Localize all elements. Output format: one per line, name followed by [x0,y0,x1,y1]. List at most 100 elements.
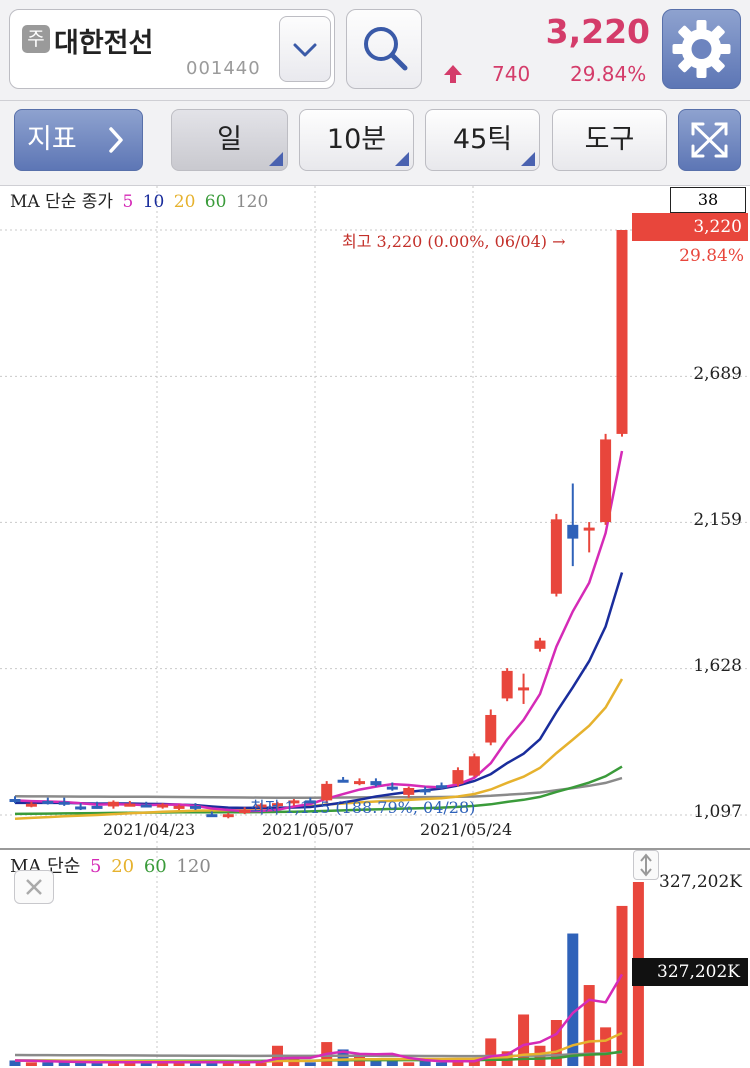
panel-resize-handle[interactable] [633,850,659,880]
indicator-label: 지표 [27,124,77,155]
candle-body [616,230,628,434]
volume-bar [140,1062,152,1066]
volume-bar [403,1062,415,1066]
ma60-legend: 60 [204,192,227,212]
candle-body [58,801,70,805]
stock-selector[interactable]: 주 대한전선 001440 [9,9,335,89]
settings-button[interactable] [662,9,741,89]
candle-body [436,785,448,789]
dropdown-corner-icon [521,152,535,166]
candle-body [452,770,464,784]
price-ma-legend[interactable]: MA 단순 종가 5 10 20 60 120 [10,187,268,212]
volume-bar [9,1060,21,1066]
candle-body [567,524,579,539]
candle-body [518,687,530,691]
low-price-annotation: 최저 1,115 (188.79%, 04/28) [250,798,476,817]
volume-bar [452,1060,464,1066]
candle-body [354,781,366,785]
candle-body [321,783,333,801]
candle-body [370,781,382,786]
volume-bar [42,1062,54,1066]
ma120-legend: 120 [235,192,269,212]
up-arrow-icon [444,65,462,83]
volume-bar [616,905,628,1066]
candle-body [124,803,136,807]
stock-name[interactable]: 대한전선 [54,28,154,59]
volume-bar [91,1062,103,1066]
candle-body [468,756,480,776]
ma5-legend: 5 [122,192,134,212]
search-button[interactable] [346,9,422,89]
volume-bar [419,1060,431,1066]
ma10-legend: 10 [142,192,165,212]
candle-body [600,439,612,523]
current-price-tag: 3,220 [632,213,748,241]
period-day-button[interactable]: 일 [171,109,288,171]
gear-icon [672,20,731,78]
period-minute-button[interactable]: 10분 [299,109,414,171]
candle-body [583,527,595,531]
volume-bar [583,985,595,1066]
stock-dropdown-button[interactable] [279,16,331,82]
volume-bar [107,1062,119,1066]
close-volume-panel-button[interactable] [14,870,54,904]
chevron-right-icon [109,127,123,153]
candle-body [140,804,152,808]
vma60-legend: 60 [143,856,167,877]
candle-body [550,519,562,594]
volume-bar [25,1062,37,1066]
candle-body [107,801,119,807]
vma5-line [14,973,624,1064]
volume-bar [173,1062,185,1066]
chart-toolbar: 지표 일 10분 45틱 도구 [0,101,750,186]
search-icon [364,27,408,71]
candle-body [206,814,218,818]
vma20-legend: 20 [111,856,135,877]
volume-max-label: 327,202K [659,872,742,892]
period-minute-label: 10분 [326,124,387,155]
candle-body [485,714,497,743]
candle-body [419,789,431,793]
candle-body [255,804,267,808]
volume-bar [370,1060,382,1066]
volume-bar [206,1062,218,1066]
candle-body [9,799,21,803]
volume-bar [550,1020,562,1066]
volume-bar [567,933,579,1066]
indicator-button[interactable]: 지표 [14,109,143,171]
y-axis-label: 1,097 [693,802,742,822]
stock-code: 001440 [186,58,261,79]
volume-bar [58,1062,70,1066]
tools-button[interactable]: 도구 [552,109,667,171]
candle-body [42,800,54,804]
fullscreen-button[interactable] [678,109,741,171]
candle-body [403,787,415,795]
volume-bar [354,1056,366,1066]
current-price: 3,220 [545,12,650,51]
x-icon [26,879,42,895]
volume-bar [157,1062,169,1066]
volume-bar [600,1027,612,1066]
current-pct-label: 29.84% [679,246,744,266]
candle-body [189,805,201,809]
volume-bar [337,1049,349,1066]
volume-bar [468,1060,480,1066]
ma120-line [14,776,623,799]
volume-bar [75,1062,87,1066]
resize-icon [640,853,652,877]
price-change: 740 [492,62,531,86]
current-volume-tag: 327,202K [632,958,748,986]
volume-bar [288,1058,300,1066]
candle-body [222,814,234,818]
candle-body [386,786,398,790]
period-tick-button[interactable]: 45틱 [425,109,540,171]
candle-body [25,803,37,807]
period-tick-label: 45틱 [452,124,513,155]
candle-body [337,779,349,783]
vma20-line [14,1031,623,1064]
candle-body [75,806,87,810]
high-price-annotation: 최고 3,220 (0.00%, 06/04) → [342,232,566,251]
volume-bar [485,1038,497,1066]
price-volume-chart[interactable] [0,186,750,1068]
volume-ma-legend[interactable]: MA 단순 5 20 60 120 [10,852,211,878]
